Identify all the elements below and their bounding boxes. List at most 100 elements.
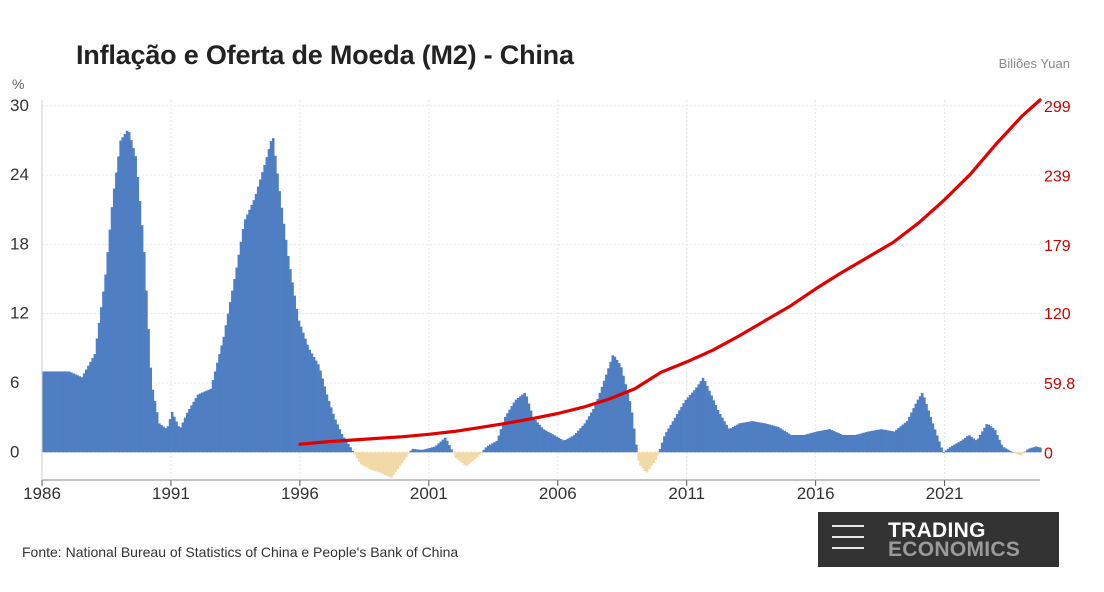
inflation-bar: [188, 408, 191, 453]
inflation-bar: [439, 441, 443, 453]
inflation-bar: [918, 396, 922, 453]
inflation-bar: [852, 434, 855, 453]
left-axis-unit: %: [12, 76, 25, 92]
deflation-bar: [379, 452, 382, 473]
inflation-bar: [295, 308, 299, 453]
inflation-bar: [160, 425, 163, 453]
inflation-bar: [1011, 452, 1014, 453]
inflation-bar: [1028, 448, 1031, 453]
inflation-bar: [553, 435, 557, 453]
inflation-bar: [957, 442, 961, 453]
m2-line-layer: [298, 98, 1042, 446]
deflation-bar: [480, 452, 483, 453]
inflation-bar: [1024, 451, 1027, 453]
inflation-bar: [415, 449, 419, 453]
inflation-bar: [589, 412, 593, 453]
inflation-bar: [897, 428, 900, 453]
inflation-bar: [282, 223, 286, 453]
inflation-bar: [531, 417, 535, 453]
inflation-bar: [796, 434, 799, 453]
deflation-bar: [392, 452, 395, 475]
inflation-bar: [669, 424, 673, 453]
inflation-bar: [828, 429, 832, 453]
inflation-bar: [226, 313, 230, 453]
inflation-bar: [925, 403, 928, 453]
inflation-bar: [534, 420, 537, 453]
inflation-bar: [923, 397, 926, 453]
inflation-bar: [121, 137, 125, 453]
inflation-bar: [196, 394, 200, 453]
inflation-bar: [970, 436, 973, 453]
inflation-bar: [491, 443, 494, 453]
inflation-bar: [746, 421, 750, 453]
inflation-bar: [304, 338, 307, 453]
deflation-bar: [398, 452, 402, 467]
y-right-tick-label: 120: [1044, 306, 1071, 323]
logo-text-trading: TRADING: [888, 519, 986, 542]
deflation-bar: [1019, 452, 1023, 456]
inflation-bar: [224, 325, 228, 453]
trading-economics-logo[interactable]: TRADING ECONOMICS: [818, 512, 1059, 567]
inflation-bar: [785, 432, 789, 453]
inflation-bar: [437, 443, 440, 453]
inflation-bar: [138, 201, 142, 453]
inflation-bar: [959, 440, 963, 453]
inflation-bar: [968, 435, 971, 453]
y-left-tick-label: 18: [10, 234, 29, 253]
inflation-bar: [61, 371, 64, 453]
inflation-bar: [345, 440, 348, 453]
deflation-bar: [400, 452, 404, 464]
inflation-bar: [220, 345, 223, 453]
inflation-bar: [929, 416, 933, 453]
deflation-bar: [643, 452, 647, 472]
chart-title: Inflação e Oferta de Moeda (M2) - China: [76, 40, 574, 70]
inflation-bar: [162, 426, 165, 453]
inflation-bar: [755, 421, 759, 453]
inflation-bar: [1030, 447, 1034, 453]
inflation-bar: [729, 428, 733, 453]
deflation-bar: [370, 452, 374, 471]
inflation-bar: [873, 430, 877, 453]
inflation-bar: [972, 438, 976, 453]
inflation-bar: [884, 429, 887, 453]
inflation-bar: [1034, 446, 1038, 453]
inflation-bar: [912, 408, 915, 453]
inflation-bar: [319, 370, 322, 453]
inflation-bar: [486, 445, 490, 453]
deflation-bar: [407, 452, 410, 454]
inflation-bar: [209, 388, 213, 453]
inflation-bar: [858, 433, 862, 453]
inflation-bar: [839, 433, 842, 453]
inflation-bar: [102, 291, 105, 453]
inflation-bar: [267, 149, 271, 453]
inflation-bar: [665, 432, 668, 453]
inflation-bar: [293, 295, 296, 453]
inflation-bar: [615, 359, 619, 453]
inflation-bar: [882, 429, 885, 453]
inflation-bar: [340, 433, 344, 453]
inflation-bar: [420, 449, 423, 453]
inflation-bar: [430, 447, 434, 453]
inflation-bar: [213, 371, 217, 453]
deflation-bar: [405, 452, 408, 457]
inflation-bar: [418, 449, 421, 453]
inflation-bar: [205, 390, 208, 453]
inflation-bar: [598, 392, 602, 453]
inflation-bar: [953, 444, 956, 453]
inflation-bar: [57, 371, 60, 453]
deflation-bar: [467, 452, 471, 465]
inflation-bar: [585, 419, 589, 453]
inflation-bar: [635, 444, 638, 453]
inflation-bar: [684, 399, 688, 453]
inflation-bar: [349, 447, 352, 453]
inflation-bar: [54, 371, 58, 453]
inflation-bar: [127, 132, 131, 453]
inflation-bar: [579, 428, 582, 453]
inflation-bar: [736, 424, 739, 453]
y-left-tick-label: 30: [10, 96, 29, 115]
inflation-bar: [983, 427, 986, 453]
inflation-bar: [72, 373, 75, 453]
inflation-bar: [80, 377, 84, 453]
inflation-bar: [329, 407, 333, 453]
inflation-bar: [44, 371, 47, 453]
